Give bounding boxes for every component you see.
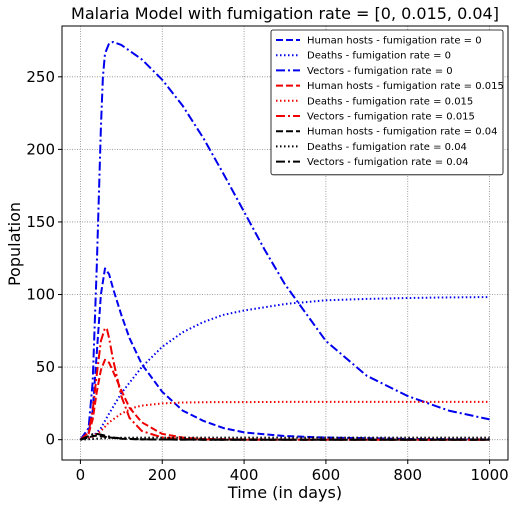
legend-entry: Deaths - fumigation rate = 0.015 [307,96,473,107]
series-line-6 [79,326,490,441]
y-tick-label: 100 [26,286,55,304]
series-line-9 [79,432,490,441]
y-tick-label: 150 [26,213,55,231]
x-tick-label: 800 [393,466,422,484]
series-line-3 [79,41,490,441]
chart-title: Malaria Model with fumigation rate = [0,… [71,4,499,23]
x-axis-label: Time (in days) [227,483,342,502]
y-tick-label: 50 [36,358,55,376]
y-tick-label: 250 [26,68,55,86]
y-axis-label: Population [5,202,24,286]
series-lines [79,41,490,441]
y-tick-label: 0 [45,431,55,449]
axis-ticks: 0 200 400 600 800 1000 0 50 100 150 200 250 [26,68,508,484]
x-tick-label: 600 [312,466,341,484]
legend-entry: Deaths - fumigation rate = 0.04 [307,142,467,153]
legend-entry: Human hosts - fumigation rate = 0.04 [307,127,498,138]
legend-box [270,29,504,176]
y-tick-label: 200 [26,140,55,158]
legend-entry: Deaths - fumigation rate = 0 [307,51,451,62]
x-tick-label: 1000 [470,466,508,484]
x-tick-label: 0 [76,466,86,484]
x-tick-label: 200 [148,466,177,484]
legend-entry: Vectors - fumigation rate = 0.04 [307,157,469,168]
legend: Human hosts - fumigation rate = 0 Deaths … [270,29,504,176]
series-line-8 [80,436,490,441]
series-line-1 [79,267,490,441]
legend-entry: Human hosts - fumigation rate = 0 [307,36,482,47]
legend-entry: Vectors - fumigation rate = 0 [307,66,453,77]
plot-frame [61,25,509,461]
legend-entry: Vectors - fumigation rate = 0.015 [307,112,475,123]
x-tick-label: 400 [230,466,259,484]
series-line-5 [80,400,490,441]
legend-entry: Human hosts - fumigation rate = 0.015 [307,81,504,92]
